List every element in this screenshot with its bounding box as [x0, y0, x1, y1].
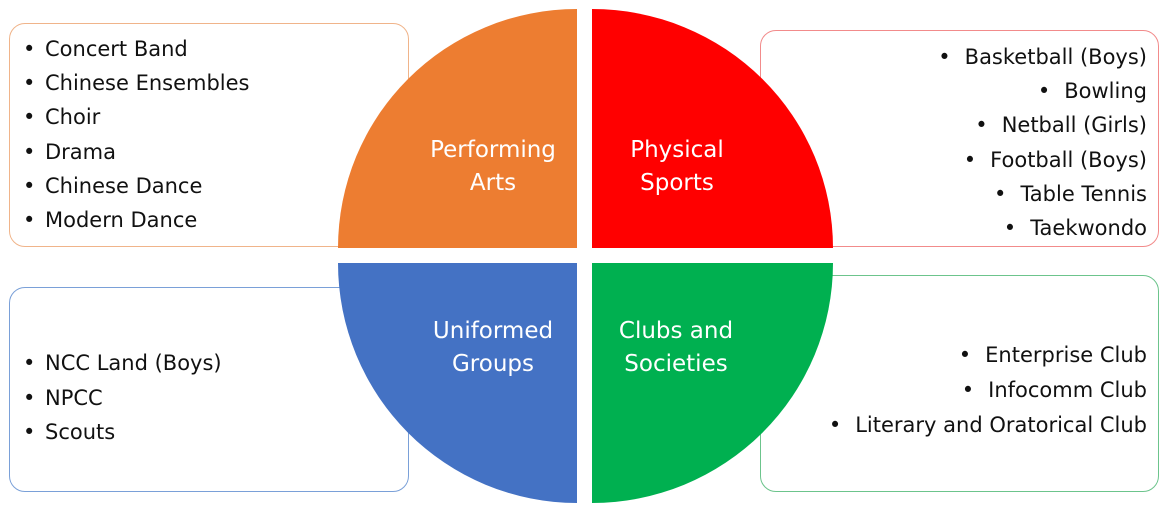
performing-arts-segment — [338, 9, 577, 248]
list-item: Chinese Dance — [9, 169, 250, 203]
performing-arts-list: Concert Band Chinese Ensembles Choir Dra… — [9, 32, 250, 237]
physical-sports-label-line1: Physical — [630, 137, 724, 163]
list-item: Football (Boys) — [938, 143, 1147, 177]
list-item: NPCC — [9, 381, 222, 416]
clubs-societies-label-line1: Clubs and — [619, 318, 733, 344]
uniformed-groups-label-line2: Groups — [452, 351, 534, 377]
uniformed-groups-label-line1: Uniformed — [433, 318, 553, 344]
clubs-societies-label-line2: Societies — [624, 351, 727, 377]
list-item: Chinese Ensembles — [9, 66, 250, 100]
list-item: Bowling — [938, 74, 1147, 108]
list-item: Drama — [9, 135, 250, 169]
physical-sports-segment — [592, 9, 833, 248]
uniformed-groups-list: NCC Land (Boys) NPCC Scouts — [9, 346, 222, 450]
list-item: Enterprise Club — [829, 338, 1147, 373]
list-item: Modern Dance — [9, 203, 250, 237]
clubs-societies-list: Enterprise Club Infocomm Club Literary a… — [829, 338, 1147, 443]
list-item: Infocomm Club — [829, 373, 1147, 408]
physical-sports-label-line2: Sports — [640, 170, 714, 196]
list-item: Taekwondo — [938, 211, 1147, 245]
list-item: NCC Land (Boys) — [9, 346, 222, 381]
list-item: Literary and Oratorical Club — [829, 408, 1147, 443]
list-item: Choir — [9, 100, 250, 134]
uniformed-groups-segment — [338, 263, 577, 503]
list-item: Netball (Girls) — [938, 108, 1147, 142]
list-item: Concert Band — [9, 32, 250, 66]
list-item: Scouts — [9, 415, 222, 450]
performing-arts-label-line2: Arts — [470, 170, 516, 196]
performing-arts-label-line1: Performing — [430, 137, 556, 163]
list-item: Basketball (Boys) — [938, 40, 1147, 74]
clubs-societies-segment — [592, 263, 833, 503]
list-item: Table Tennis — [938, 177, 1147, 211]
physical-sports-list: Basketball (Boys) Bowling Netball (Girls… — [938, 40, 1147, 245]
